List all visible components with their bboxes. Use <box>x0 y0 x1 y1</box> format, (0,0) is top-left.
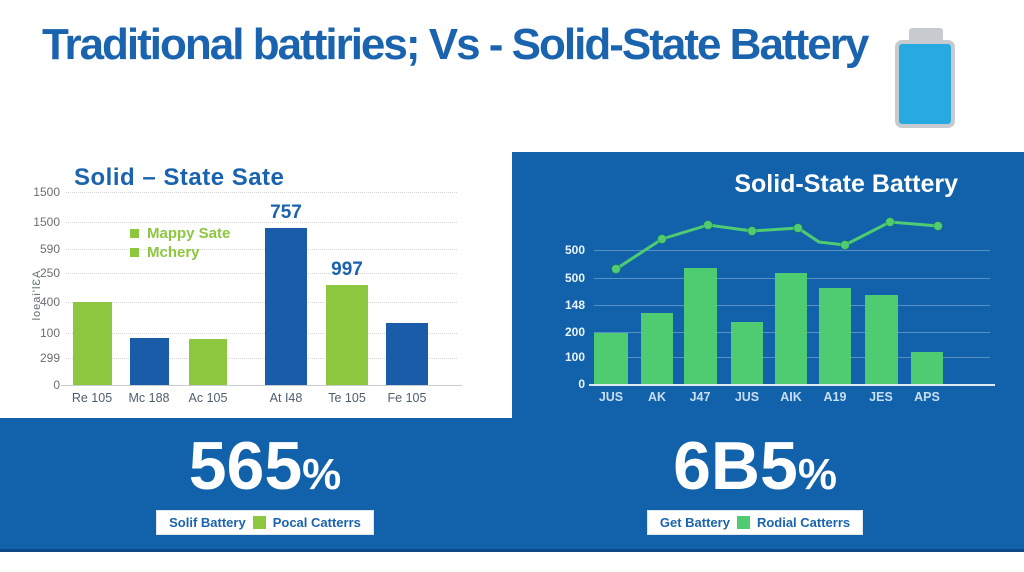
right-y-tick-label: 100 <box>564 350 585 364</box>
stat-right-percent-sign: % <box>797 450 837 499</box>
right-x-tick-label: JES <box>869 390 893 404</box>
left-y-tick-label: 299 <box>39 351 60 365</box>
bar-re-105 <box>72 302 112 385</box>
right-y-tick-label: 200 <box>564 325 585 339</box>
green-swatch-icon <box>252 516 266 529</box>
right-gridline <box>594 250 990 251</box>
left-y-tick-label: 250 <box>39 266 60 280</box>
bar-a19 <box>819 288 851 384</box>
bar-fe-105 <box>386 323 428 385</box>
left-gridline <box>66 249 457 250</box>
left-x-tick-label: Re 105 <box>71 391 113 405</box>
left-y-tick-label: 1500 <box>33 215 60 229</box>
right-x-tick-label: AIK <box>780 390 802 404</box>
stat-left-value: 565 <box>188 428 303 504</box>
left-gridline <box>66 273 457 274</box>
legend-label: Mappy Sate <box>147 225 231 242</box>
stat-right-pill: Get Battery Rodial Catterrs <box>605 510 905 535</box>
left-chart-title: Solid – State Sate <box>74 164 285 191</box>
legend-item: Mappy Sate <box>130 224 230 243</box>
left-y-tick-label: 590 <box>39 242 60 256</box>
legend-label: Mchery <box>147 244 200 261</box>
left-x-tick-label: Fe 105 <box>387 391 427 405</box>
right-y-tick-label: 148 <box>564 298 585 312</box>
left-y-tick-label: 400 <box>39 295 60 309</box>
stat-left-number: 565% <box>115 432 415 517</box>
right-y-tick-label: 0 <box>578 377 585 391</box>
legend-swatch-icon <box>130 229 139 238</box>
bar-te-105 <box>326 285 368 385</box>
stat-right-number: 6B5% <box>605 432 905 517</box>
bar-ac-105 <box>189 339 227 385</box>
left-x-tick-label: Mc 188 <box>128 391 170 405</box>
right-y-tick-label: 500 <box>564 271 585 285</box>
bar-jus <box>731 322 763 384</box>
bar-aps <box>911 352 943 384</box>
left-gridline <box>66 192 457 193</box>
legend-item: Mchery <box>130 243 200 262</box>
right-x-tick-label: JUS <box>598 390 624 404</box>
right-x-tick-label: J47 <box>689 390 711 404</box>
right-x-tick-label: JUS <box>734 390 760 404</box>
left-gridline <box>66 333 457 334</box>
bar-at-i48 <box>265 228 307 385</box>
right-chart-title: Solid-State Battery <box>734 170 958 198</box>
bar-value-label: 997 <box>331 259 363 280</box>
bar-aik <box>775 273 807 384</box>
left-x-tick-label: At I48 <box>269 391 303 405</box>
legend-swatch-icon <box>130 248 139 257</box>
page-title: Traditional battiries; Vs - Solid-State … <box>42 20 869 69</box>
left-y-tick-label: 0 <box>53 378 60 392</box>
stat-left-tag1: Solif Battery <box>169 515 246 530</box>
stat-right-tag1: Get Battery <box>659 515 730 530</box>
stat-left-pill: Solif Battery Pocal Catterrs <box>115 510 415 535</box>
bar-j47 <box>683 268 717 384</box>
bar-mc-188 <box>129 338 169 385</box>
green-swatch-icon <box>736 516 750 529</box>
right-x-tick-label: APS <box>914 390 940 404</box>
bottom-edge-line <box>0 549 1024 552</box>
bar-value-label: 757 <box>270 202 302 223</box>
stat-right-value: 6B5 <box>673 428 798 504</box>
left-y-tick-label: 100 <box>39 326 60 340</box>
left-x-tick-label: Ac 105 <box>188 391 228 405</box>
right-x-tick-label: AK <box>647 390 667 404</box>
right-x-tick-label: A19 <box>823 390 847 404</box>
battery-icon <box>895 40 955 128</box>
bar-jes <box>864 295 898 384</box>
left-gridline <box>66 222 457 223</box>
stat-right-tag2: Rodial Catterrs <box>756 515 851 530</box>
left-y-tick-label: 1500 <box>33 185 60 199</box>
bar-jus <box>594 333 628 384</box>
left-x-tick-label: Te 105 <box>328 391 366 405</box>
stat-left-percent-sign: % <box>302 450 342 499</box>
bar-ak <box>641 313 673 384</box>
right-y-tick-label: 500 <box>564 243 585 257</box>
left-gridline <box>66 358 457 359</box>
left-x-axis <box>61 385 462 386</box>
left-gridline <box>66 302 457 303</box>
stat-left-tag2: Pocal Catterrs <box>272 515 361 530</box>
right-x-axis <box>589 384 995 386</box>
